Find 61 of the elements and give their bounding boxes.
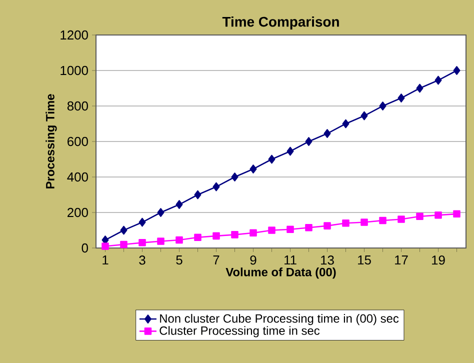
x-tick-label: 5 [176, 256, 182, 265]
x-tick-label: 7 [213, 256, 220, 264]
point [379, 216, 386, 224]
point [157, 208, 164, 217]
y-tick-label: 1200 [60, 30, 88, 40]
x-tick-label: 3 [139, 256, 146, 265]
y-tick-label: 0 [82, 243, 88, 253]
point [120, 240, 128, 248]
point [305, 137, 312, 146]
y-tick-label: 1000 [60, 66, 88, 76]
y-axis-title: Processing Time [46, 94, 57, 188]
point [212, 232, 220, 240]
x-tick-label: 9 [250, 256, 256, 265]
point [324, 222, 331, 230]
point [138, 218, 146, 227]
point [102, 242, 109, 250]
y-tick-label: 200 [68, 208, 88, 218]
point [194, 234, 202, 241]
point [250, 164, 257, 174]
point [194, 190, 202, 200]
point [305, 224, 312, 232]
x-tick-label: 1 [102, 256, 108, 264]
point [342, 220, 350, 227]
x-tick-label: 15 [358, 256, 371, 265]
point [250, 229, 257, 237]
legend-label: Cluster Processing time in sec [160, 326, 320, 338]
point [268, 226, 276, 234]
point [176, 236, 183, 244]
point [231, 172, 238, 182]
y-tick-label: 400 [67, 172, 88, 182]
point [286, 146, 294, 156]
point [379, 102, 386, 110]
point [453, 210, 460, 218]
point [138, 239, 146, 246]
chart-title: Time Comparison [222, 16, 339, 30]
x-tick-label: 13 [321, 256, 334, 265]
legend-label: Non cluster Cube Processing time in (00) sec [160, 314, 399, 326]
point [453, 66, 460, 75]
point [434, 76, 442, 85]
point [324, 129, 331, 138]
point [120, 226, 128, 235]
point [360, 111, 368, 120]
x-tick-label: 11 [284, 256, 296, 264]
point [231, 231, 238, 238]
point [157, 238, 164, 245]
point [212, 182, 220, 192]
point [398, 94, 405, 102]
point [416, 212, 424, 220]
point [176, 200, 183, 209]
x-tick-label: 19 [432, 256, 445, 265]
point [286, 226, 294, 233]
point [416, 84, 424, 93]
point [434, 212, 442, 219]
y-tick-label: 800 [67, 101, 88, 111]
y-tick-label: 600 [68, 136, 88, 146]
point [342, 119, 350, 128]
x-axis-title: Volume of Data (00) [226, 268, 336, 279]
x-tick-label: 17 [395, 256, 408, 264]
point [360, 218, 368, 226]
point [398, 216, 405, 223]
point [268, 154, 276, 164]
